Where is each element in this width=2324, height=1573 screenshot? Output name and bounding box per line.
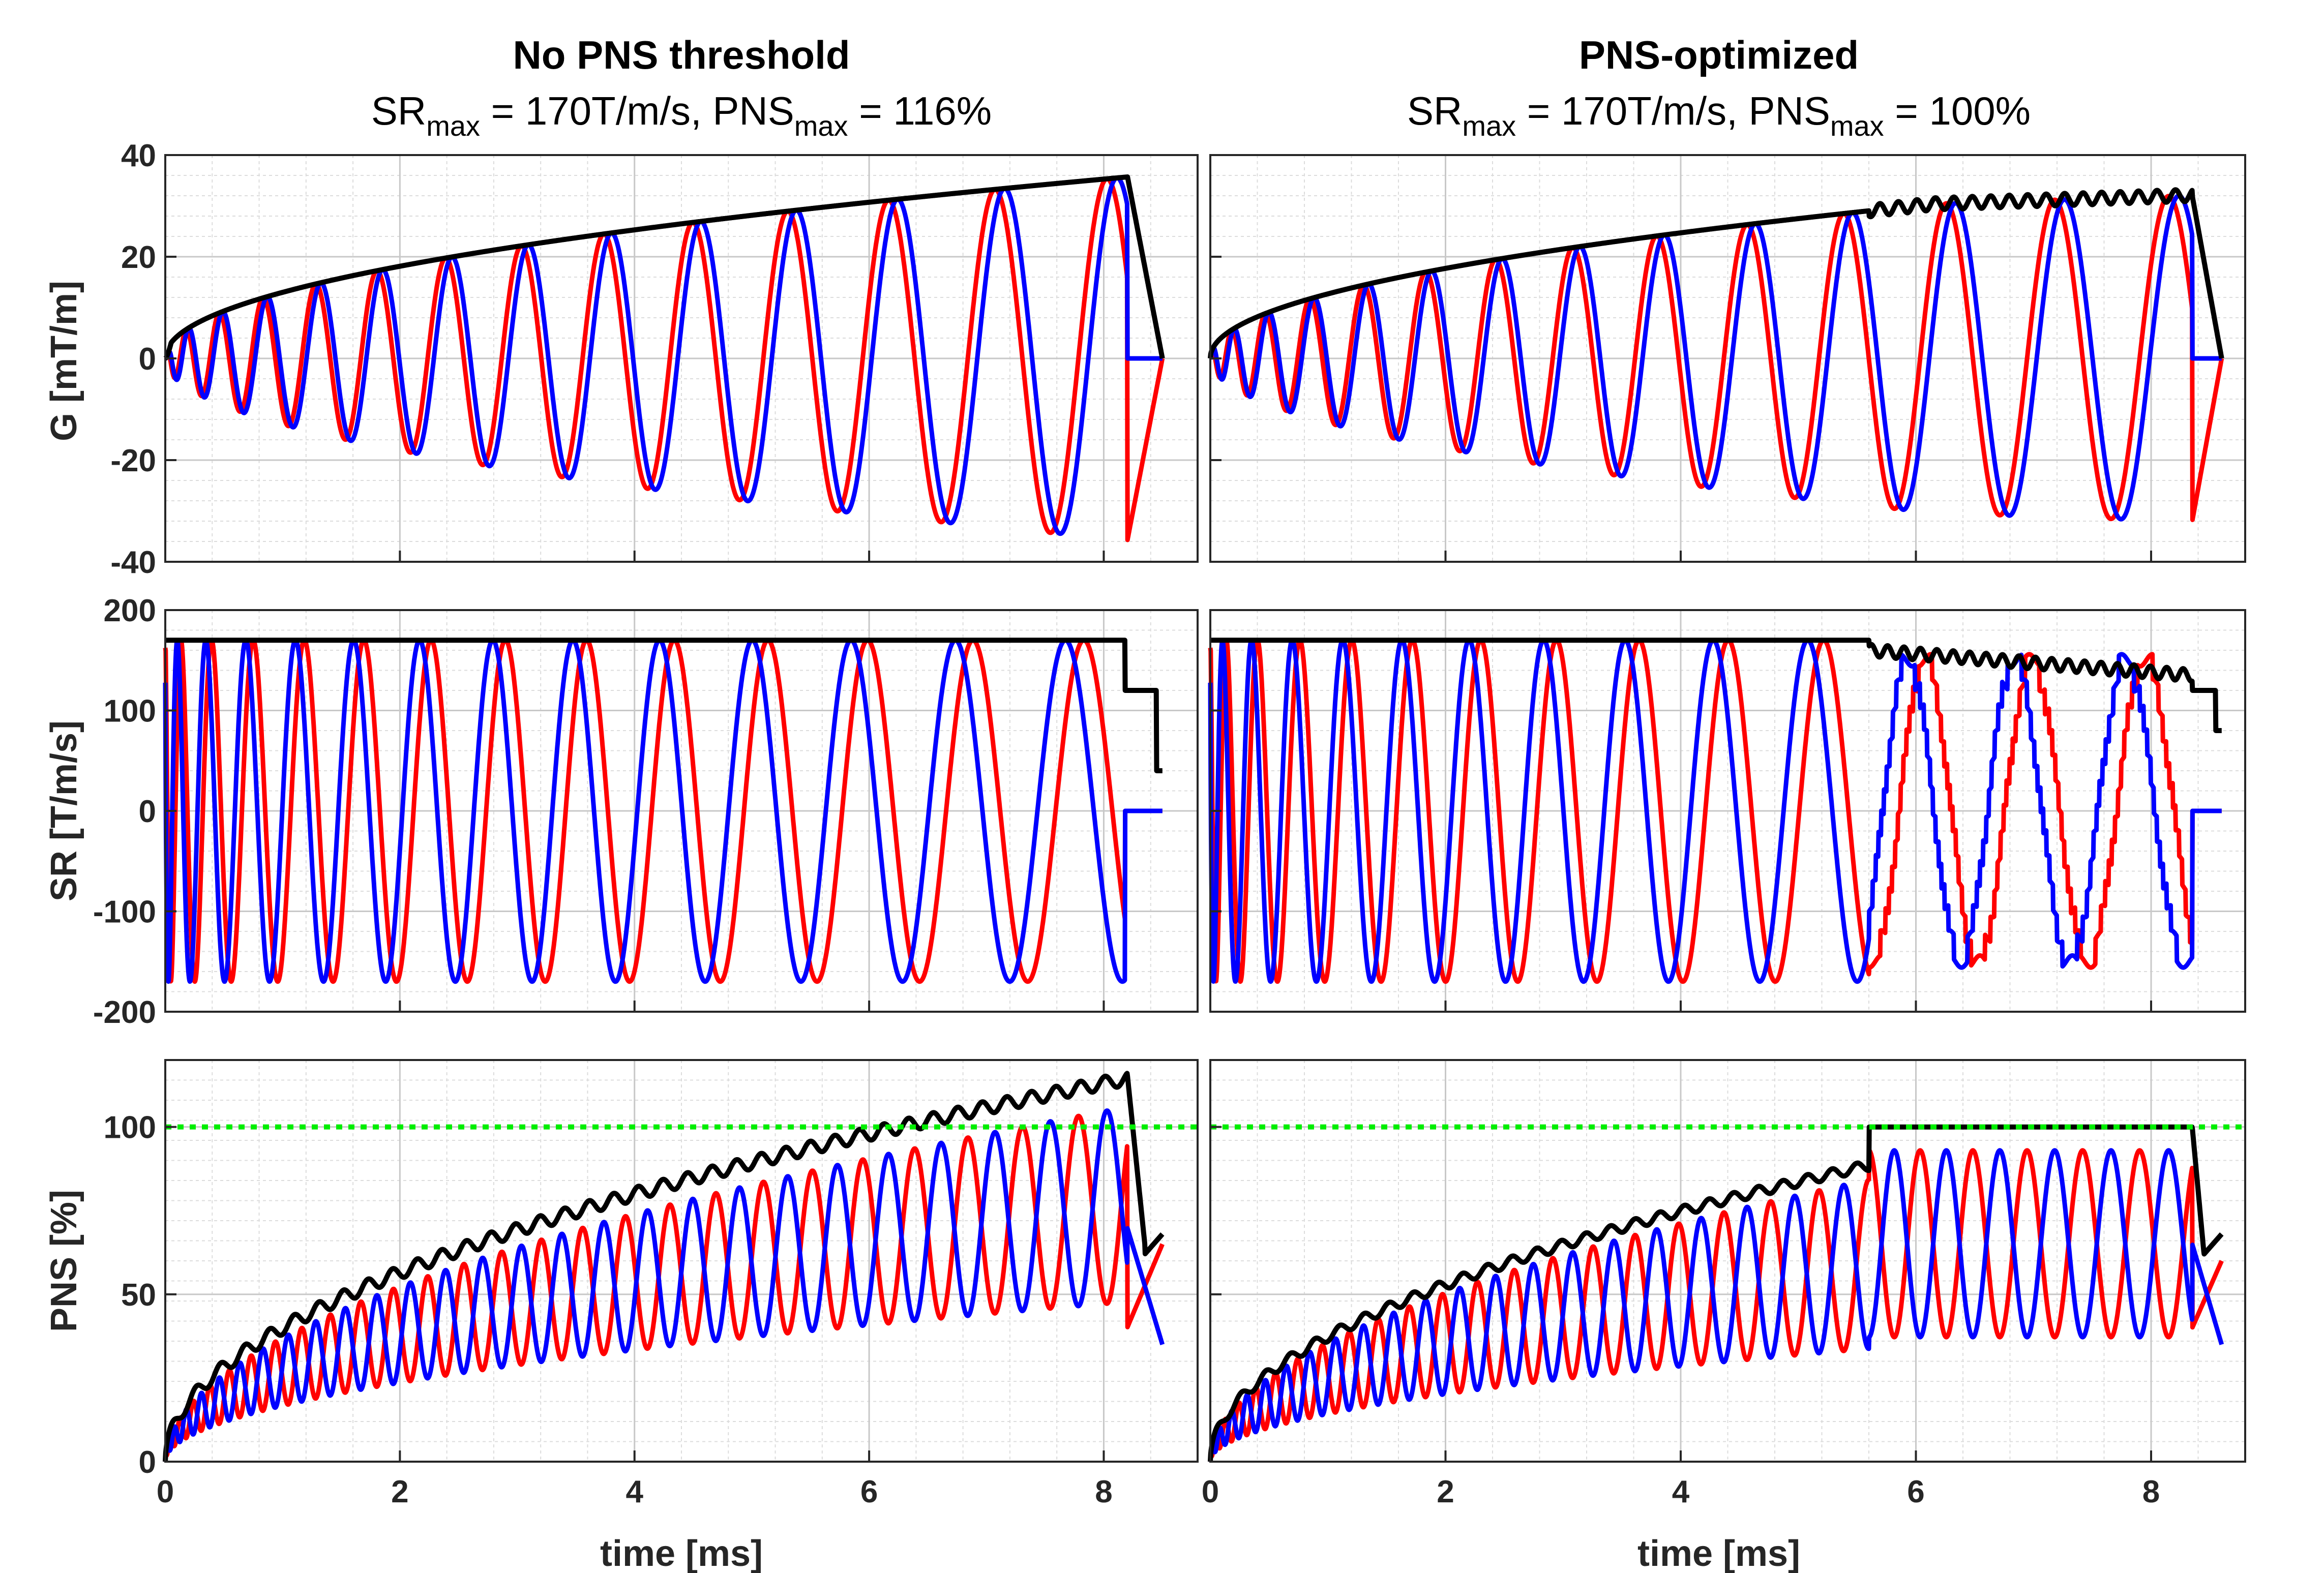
y-tick-label: 0: [139, 342, 156, 377]
series-blue: [1208, 638, 2224, 984]
x-tick-label: 2: [1437, 1474, 1454, 1509]
ylabel-slew-rate: SR [T/m/s]: [44, 720, 84, 901]
x-tick-label: 4: [1672, 1474, 1690, 1509]
xlabel-right: time [ms]: [1637, 1533, 1800, 1573]
column-subtitle-left: SRmax = 170T/m/s, PNSmax = 116%: [371, 88, 992, 142]
x-tick-label: 6: [1907, 1474, 1924, 1509]
panel-G-left: -40 -20 0 20 40: [110, 138, 1199, 580]
y-tick-label: -200: [93, 995, 156, 1030]
ylabel-pns: PNS [%]: [44, 1190, 84, 1332]
y-tick-label: 20: [121, 240, 156, 275]
x-tick-label: 8: [1095, 1474, 1112, 1509]
series-red: [163, 176, 1165, 542]
column-subtitle-right: SRmax = 170T/m/s, PNSmax = 100%: [1407, 88, 2031, 142]
panel-PNS-right: 0 2 4 6 8: [1202, 1059, 2246, 1509]
y-tick-label: 0: [139, 794, 156, 829]
panel-SR-left: -200 -100 0 100 200: [93, 593, 1199, 1030]
y-tick-label: 0: [139, 1445, 156, 1480]
column-title-right: PNS-optimized: [1579, 33, 1859, 77]
column-title-left: No PNS threshold: [513, 33, 850, 77]
axes-box: [164, 1059, 1199, 1463]
series-blue: [163, 1108, 1165, 1462]
series-black: [163, 638, 1165, 773]
series-red: [1208, 638, 2224, 984]
series-red: [163, 1113, 1165, 1462]
x-tick-label: 6: [860, 1474, 878, 1509]
ylabel-gradient: G [mT/m]: [44, 281, 84, 441]
series-blue: [1208, 193, 2224, 522]
y-tick-label: 40: [121, 138, 156, 173]
y-tick-label: 100: [104, 694, 156, 729]
x-tick-label: 0: [157, 1474, 174, 1509]
panel-PNS-left: 0 50 100 0 2 4 6 8: [104, 1059, 1199, 1509]
series-black: [1208, 187, 2224, 359]
series-blue: [163, 175, 1165, 536]
series-black: [163, 1071, 1165, 1462]
x-tick-label: 0: [1202, 1474, 1219, 1509]
y-tick-label: -100: [93, 895, 156, 930]
axes-box: [1209, 1059, 2246, 1463]
series-blue: [1208, 1148, 2224, 1462]
x-tick-label: 8: [2142, 1474, 2160, 1509]
y-tick-label: 100: [104, 1110, 156, 1145]
y-tick-label: 200: [104, 593, 156, 628]
y-tick-label: -20: [110, 443, 156, 478]
series-black: [163, 174, 1165, 361]
series-blue: [163, 638, 1165, 984]
x-tick-label: 4: [625, 1474, 643, 1509]
series-red: [163, 638, 1165, 984]
panel-G-right: [1208, 154, 2246, 563]
x-tick-label: 2: [391, 1474, 408, 1509]
series-black: [1208, 638, 2224, 733]
y-tick-label: -40: [110, 545, 156, 580]
y-tick-label: 50: [121, 1278, 156, 1313]
xlabel-left: time [ms]: [600, 1533, 763, 1573]
panel-SR-right: [1208, 609, 2246, 1013]
